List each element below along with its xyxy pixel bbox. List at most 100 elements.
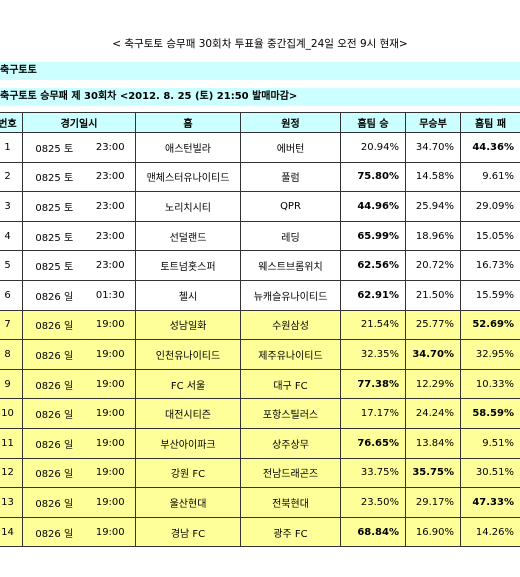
table-cell: 부산아이파크	[135, 427, 241, 459]
table-cell: 0826 일	[22, 427, 86, 459]
table-cell: 01:30	[85, 279, 136, 311]
table-cell: 68.84%	[340, 516, 406, 548]
table-cell: 19:00	[85, 516, 136, 548]
table-cell: FC 서울	[135, 368, 241, 400]
table-cell: 17.17%	[340, 398, 406, 429]
table-cell: 경남 FC	[135, 516, 241, 548]
table-cell: 16.90%	[405, 516, 461, 548]
table-cell: 77.38%	[340, 368, 406, 400]
table-cell: 0825 토	[22, 132, 86, 163]
table-cell: 13	[0, 487, 23, 518]
table-row: 14 0826 일 19:00 경남 FC 광주 FC 68.84% 16.90% 14.26…	[0, 516, 520, 548]
table-cell: 4	[0, 220, 23, 252]
table-cell: 노리치시티	[135, 191, 241, 222]
table-row: 13 0826 일 19:00 울산현대 전북현대 23.50% 29.17% 47.33%	[0, 487, 520, 518]
table-cell: 14	[0, 516, 23, 548]
table-row: 5 0825 토 23:00 토트넘홋스퍼 웨스트브롬위치 62.56% 20.72% 16.…	[0, 250, 520, 281]
table-cell: 24.24%	[405, 398, 461, 429]
table-cell: 52.69%	[460, 309, 520, 341]
table-cell: 25.77%	[405, 309, 461, 341]
table-cell: 32.95%	[460, 339, 520, 370]
subtitle-band: 축구토토 승무패 제 30회차 <2012. 8. 25 (토) 21:50 발…	[0, 88, 520, 106]
table-cell: 44.96%	[340, 191, 406, 222]
table-cell: 58.59%	[460, 398, 520, 429]
table-cell: 29.09%	[460, 191, 520, 222]
table-cell: 대구 FC	[240, 368, 341, 400]
table-body: 1 0825 토 23:00 애스턴빌라 에버턴 20.94% 34.70% 44.36% 2 0…	[0, 132, 520, 548]
table-row: 7 0826 일 19:00 성남일화 수원삼성 21.54% 25.77% 52.69%	[0, 309, 520, 341]
table-row: 1 0825 토 23:00 애스턴빌라 에버턴 20.94% 34.70% 44.36%	[0, 132, 520, 163]
table-cell: 포항스틸러스	[240, 398, 341, 429]
table-cell: 레딩	[240, 220, 341, 252]
table-row: 8 0826 일 19:00 인천유나이티드 제주유나이티드 32.35% 34.70% 32…	[0, 339, 520, 370]
table-cell: 3	[0, 191, 23, 222]
column-header: 홈	[135, 112, 241, 133]
table-cell: 인천유나이티드	[135, 339, 241, 370]
table-cell: 15.59%	[460, 279, 520, 311]
table-cell: 19:00	[85, 487, 136, 518]
table-cell: 수원삼성	[240, 309, 341, 341]
table-row: 4 0825 토 23:00 선덜랜드 레딩 65.99% 18.96% 15.05%	[0, 220, 520, 252]
table-cell: 성남일화	[135, 309, 241, 341]
table-row: 2 0825 토 23:00 맨체스터유나이티드 풀럼 75.80% 14.58% 9.61%	[0, 161, 520, 193]
table-cell: 19:00	[85, 457, 136, 489]
table-cell: 29.17%	[405, 487, 461, 518]
table-cell: 32.35%	[340, 339, 406, 370]
table-cell: 6	[0, 279, 23, 311]
table-cell: 16.73%	[460, 250, 520, 281]
table-cell: 10.33%	[460, 368, 520, 400]
table-cell: 25.94%	[405, 191, 461, 222]
table-cell: 10	[0, 398, 23, 429]
table-cell: 7	[0, 309, 23, 341]
table-cell: QPR	[240, 191, 341, 222]
table-cell: 23.50%	[340, 487, 406, 518]
table-cell: 9.51%	[460, 427, 520, 459]
table-cell: 에버턴	[240, 132, 341, 163]
table-cell: 제주유나이티드	[240, 339, 341, 370]
table-cell: 9.61%	[460, 161, 520, 193]
table-cell: 19:00	[85, 398, 136, 429]
table-cell: 13.84%	[405, 427, 461, 459]
table-cell: 62.56%	[340, 250, 406, 281]
table-cell: 광주 FC	[240, 516, 341, 548]
table-cell: 0825 토	[22, 191, 86, 222]
table-cell: 19:00	[85, 339, 136, 370]
table-cell: 울산현대	[135, 487, 241, 518]
table-cell: 상주상무	[240, 427, 341, 459]
table-cell: 애스턴빌라	[135, 132, 241, 163]
table-cell: 0825 토	[22, 161, 86, 193]
table-cell: 5	[0, 250, 23, 281]
table-cell: 44.36%	[460, 132, 520, 163]
column-header: 원정	[240, 112, 341, 133]
table-cell: 맨체스터유나이티드	[135, 161, 241, 193]
table-cell: 9	[0, 368, 23, 400]
table-cell: 12	[0, 457, 23, 489]
table-cell: 0826 일	[22, 398, 86, 429]
table-cell: 18.96%	[405, 220, 461, 252]
table-cell: 0826 일	[22, 339, 86, 370]
column-header: 홈팀 패	[460, 112, 520, 133]
table-cell: 23:00	[85, 132, 136, 163]
table-cell: 19:00	[85, 427, 136, 459]
table-row: 10 0826 일 19:00 대전시티즌 포항스틸러스 17.17% 24.24% 58.5…	[0, 398, 520, 429]
column-header: 무승부	[405, 112, 461, 133]
table-cell: 선덜랜드	[135, 220, 241, 252]
title: < 축구토토 승무패 30회차 투표율 중간집계_24일 오전 9시 현재>	[112, 38, 408, 50]
table-cell: 강원 FC	[135, 457, 241, 489]
table-cell: 0826 일	[22, 368, 86, 400]
table-cell: 11	[0, 427, 23, 459]
table-cell: 1	[0, 132, 23, 163]
table-cell: 14.58%	[405, 161, 461, 193]
table-cell: 0825 토	[22, 220, 86, 252]
column-header: 홈팀 승	[340, 112, 406, 133]
table-cell: 34.70%	[405, 339, 461, 370]
table-row: 12 0826 일 19:00 강원 FC 전남드래곤즈 33.75% 35.75% 30.5…	[0, 457, 520, 489]
table-cell: 19:00	[85, 309, 136, 341]
table-cell: 0826 일	[22, 309, 86, 341]
table-row: 6 0826 일 01:30 첼시 뉴캐슬유나이티드 62.91% 21.50% 15.59%	[0, 279, 520, 311]
table-cell: 47.33%	[460, 487, 520, 518]
table-cell: 65.99%	[340, 220, 406, 252]
column-header: 번호	[0, 112, 23, 133]
table-cell: 20.72%	[405, 250, 461, 281]
